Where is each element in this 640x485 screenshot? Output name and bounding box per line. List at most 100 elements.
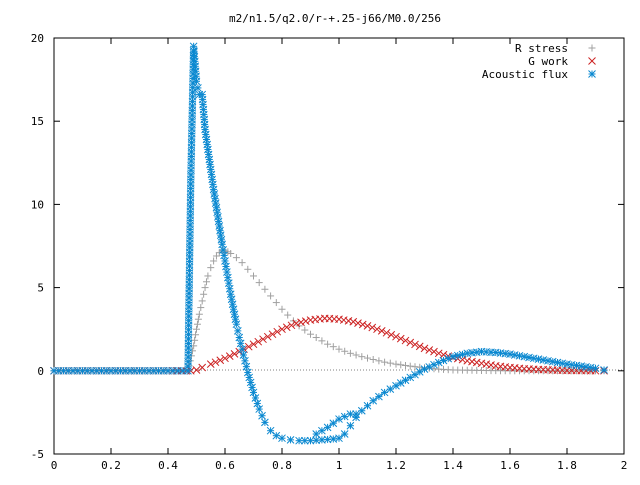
- data-point: [221, 354, 229, 363]
- data-point: [411, 363, 419, 371]
- data-point: [318, 426, 326, 435]
- data-point: [248, 383, 256, 392]
- data-point: [231, 315, 240, 324]
- data-point: [242, 362, 251, 371]
- legend-label: G work: [528, 55, 568, 68]
- data-point: [206, 360, 215, 368]
- data-point: [232, 254, 240, 262]
- data-point: [482, 360, 491, 368]
- data-point: [375, 357, 383, 365]
- data-point: [238, 345, 246, 354]
- data-point: [487, 361, 495, 369]
- data-point: [544, 356, 552, 365]
- data-point: [558, 359, 567, 368]
- data-point: [207, 264, 215, 272]
- x-axis-ticks: 0 0.2 0.4 0.6 0.8 1 1.2 1.4 1.6 1.8 2: [51, 38, 627, 472]
- data-point: [255, 279, 263, 287]
- data-point: [250, 272, 257, 280]
- data-point: [430, 347, 438, 356]
- x-tick-label: 0.6: [215, 459, 235, 472]
- x-tick-label: 1.8: [557, 459, 577, 472]
- data-point: [515, 351, 524, 360]
- data-point: [396, 334, 405, 343]
- data-point: [406, 338, 415, 347]
- data-point: [204, 272, 212, 280]
- data-point: [392, 360, 400, 368]
- data-point: [232, 320, 241, 329]
- data-point: [272, 299, 280, 307]
- data-point: [339, 316, 348, 324]
- legend-label: R stress: [515, 42, 568, 55]
- data-point: [254, 337, 263, 346]
- data-point: [192, 366, 201, 374]
- data-point: [211, 358, 220, 367]
- x-tick-label: 0.8: [272, 459, 292, 472]
- data-point: [278, 325, 286, 334]
- data-point: [198, 297, 206, 305]
- data-point: [263, 332, 272, 341]
- data-point: [335, 345, 343, 353]
- data-point: [193, 325, 200, 333]
- data-point: [261, 285, 269, 293]
- data-point: [261, 418, 269, 427]
- data-point: [273, 327, 282, 336]
- data-point: [346, 349, 354, 357]
- y-tick-label: 0: [37, 365, 44, 378]
- y-tick-label: 20: [31, 32, 44, 45]
- data-point: [387, 330, 396, 339]
- data-point: [239, 351, 248, 359]
- data-point: [548, 357, 557, 366]
- data-point: [358, 353, 366, 361]
- data-point: [520, 352, 529, 361]
- data-point: [297, 318, 305, 327]
- x-tick-label: 0.4: [158, 459, 178, 472]
- data-point: [193, 320, 201, 328]
- y-tick-label: 15: [31, 115, 44, 128]
- data-point: [227, 295, 236, 304]
- data-point: [194, 315, 202, 323]
- data-point: [335, 315, 343, 324]
- data-point: [354, 319, 362, 327]
- data-point: [301, 326, 309, 334]
- x-tick-label: 1.6: [500, 459, 520, 472]
- data-point: [200, 290, 208, 298]
- data-point: [255, 405, 264, 413]
- data-point: [238, 259, 246, 267]
- data-point: [282, 323, 291, 332]
- data-point: [397, 361, 405, 369]
- data-point: [529, 354, 538, 363]
- data-point: [449, 352, 457, 361]
- data-point: [600, 366, 608, 374]
- legend-marker: [588, 70, 596, 78]
- data-point: [278, 434, 286, 443]
- data-point: [329, 419, 338, 428]
- data-point: [212, 252, 220, 260]
- data-point: [363, 401, 372, 410]
- data-point: [194, 84, 202, 92]
- x-tick-label: 1.4: [443, 459, 463, 472]
- data-point: [278, 305, 286, 313]
- data-point: [340, 430, 349, 438]
- data-point: [226, 290, 235, 299]
- data-point: [225, 352, 234, 360]
- data-point: [377, 327, 386, 335]
- data-point: [228, 300, 237, 309]
- data-point: [197, 304, 205, 312]
- data-point: [463, 356, 472, 365]
- legend-marker: [588, 57, 596, 65]
- data-point: [335, 434, 343, 443]
- legend-label: Acoustic flux: [482, 68, 568, 81]
- data-point: [287, 321, 296, 330]
- data-point: [253, 399, 262, 408]
- data-point: [329, 343, 337, 351]
- chart-title: m2/n1.5/q2.0/r-+.25-j66/M0.0/256: [229, 12, 441, 25]
- data-point: [324, 340, 332, 348]
- data-point: [415, 342, 424, 351]
- data-point: [349, 317, 358, 326]
- y-tick-label: 5: [37, 282, 44, 295]
- data-point: [215, 222, 224, 230]
- data-point: [230, 310, 239, 319]
- data-point: [204, 150, 213, 159]
- series-2: [50, 42, 608, 445]
